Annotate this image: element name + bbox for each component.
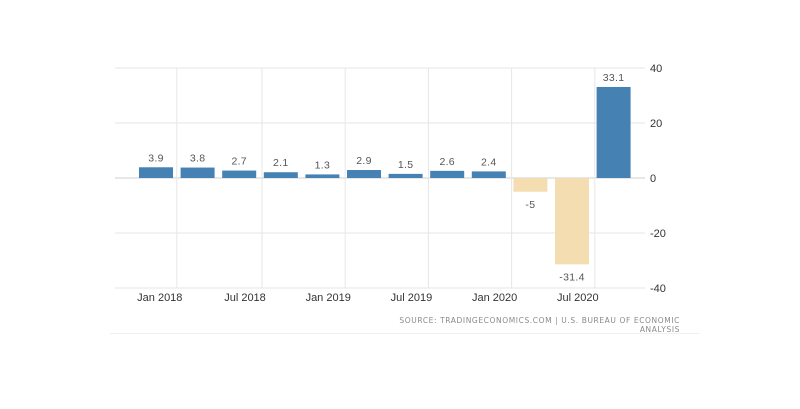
data-label: 2.6 (439, 156, 455, 168)
bar (388, 173, 423, 178)
bar (180, 167, 215, 178)
data-label: 2.7 (231, 156, 247, 168)
x-tick-label: Jul 2020 (557, 292, 599, 304)
data-label: -5 (525, 199, 535, 211)
bar (513, 178, 548, 192)
x-tick-label: Jul 2019 (391, 292, 433, 304)
y-tick-label: 20 (650, 118, 662, 130)
data-label: 33.1 (603, 72, 625, 84)
bottom-rule (110, 333, 700, 334)
y-tick-label: -40 (650, 283, 666, 295)
bar (347, 170, 381, 178)
data-label: 1.5 (398, 159, 414, 171)
x-axis-ticks: Jan 2018 Jul 2018 Jan 2019 Jul 2019 Jan 2020… (137, 292, 598, 304)
y-axis-ticks: 40 20 0 -20 -40 (650, 63, 666, 295)
data-label: 1.3 (315, 159, 331, 171)
bar (139, 167, 173, 178)
bar (430, 170, 465, 178)
y-tick-label: 0 (650, 173, 656, 185)
bar (263, 172, 298, 178)
y-tick-label: 40 (650, 63, 662, 75)
data-label: 3.9 (148, 152, 164, 164)
bar (596, 86, 631, 178)
x-tick-label: Jan 2018 (137, 292, 182, 304)
bar (555, 178, 589, 265)
bar (305, 174, 340, 178)
data-labels: 3.9 3.8 2.7 2.1 1.3 2.9 1.5 2.6 2.4 -5 -31.4 33.1 (148, 72, 624, 283)
bar (222, 170, 257, 178)
bar (471, 171, 506, 178)
data-label: 2.9 (356, 155, 372, 167)
x-tick-label: Jul 2018 (224, 292, 266, 304)
x-tick-label: Jan 2019 (306, 292, 351, 304)
data-label: 3.8 (190, 153, 206, 165)
data-label: 2.1 (273, 157, 289, 169)
bars (139, 86, 631, 265)
source-note: SOURCE: TRADINGECONOMICS.COM | U.S. BURE… (399, 316, 680, 334)
x-tick-label: Jan 2020 (472, 292, 517, 304)
data-label: 2.4 (481, 156, 497, 168)
y-tick-label: -20 (650, 228, 666, 240)
data-label: -31.4 (559, 271, 584, 283)
